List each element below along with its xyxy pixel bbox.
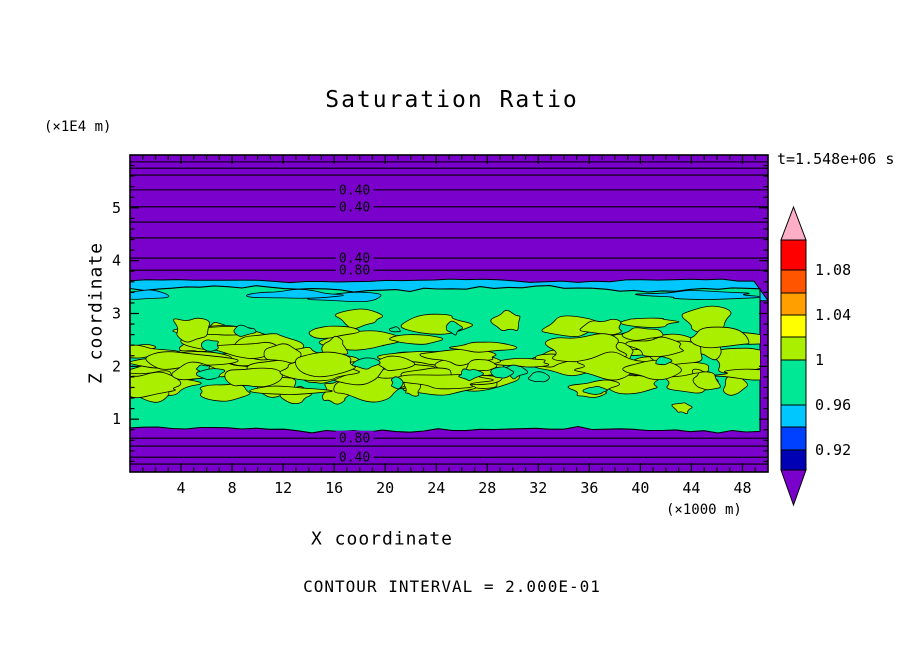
- timestamp-label: t=1.548e+06 s: [777, 150, 895, 168]
- contour-hole: [388, 326, 401, 333]
- contour-blob: [621, 327, 664, 341]
- x-tick-label: 28: [478, 479, 496, 497]
- cyan-streak: [634, 290, 760, 300]
- contour-label: 0.80: [339, 264, 370, 279]
- x-tick-label: 20: [376, 479, 394, 497]
- x-tick-label: 40: [631, 479, 649, 497]
- colorbar-segment-pink: [780, 205, 807, 241]
- colorbar-segment-blue: [780, 426, 807, 451]
- y-tick-label: 4: [112, 252, 121, 270]
- colorbar-segment-spring-green: [780, 359, 807, 406]
- contour-label-box: [335, 449, 374, 465]
- contour-blob: [465, 359, 498, 372]
- contour-hole: [527, 371, 550, 383]
- colorbar-label: 0.92: [815, 441, 851, 459]
- x-tick-label: 32: [529, 479, 547, 497]
- contour-blob: [692, 371, 721, 391]
- x-tick-label: 8: [228, 479, 237, 497]
- y-tick-label: 2: [112, 357, 121, 375]
- contour-blob: [490, 309, 521, 331]
- contour-blob: [224, 367, 283, 388]
- contour-blob: [295, 351, 356, 378]
- contour-hole: [458, 368, 484, 381]
- contour-blob: [625, 336, 684, 358]
- contour-label: 0.40: [339, 200, 370, 215]
- contour-label-box: [335, 430, 374, 446]
- contour-hole: [582, 385, 608, 395]
- contour-blob: [389, 334, 444, 345]
- x-axis-label: X coordinate: [310, 528, 454, 550]
- contour-interval-note: CONTOUR INTERVAL = 2.000E-01: [303, 577, 601, 596]
- chart-title: Saturation Ratio: [325, 87, 579, 113]
- contour-label-box: [335, 262, 374, 278]
- contour-blob: [620, 317, 680, 328]
- contour-hole: [233, 324, 257, 337]
- contour-blob: [130, 371, 182, 399]
- contour-label-box: [335, 199, 374, 215]
- contour-label: 0.40: [339, 183, 370, 198]
- contour-hole: [391, 376, 404, 390]
- contour-blob: [689, 326, 750, 349]
- turbulence-blobs: [130, 288, 760, 415]
- colorbar-label: 1: [815, 351, 824, 369]
- contour-blob: [671, 402, 693, 415]
- colorbar-segment-green-yellow: [780, 336, 807, 361]
- contour-blob: [449, 341, 518, 353]
- contour-hole: [200, 339, 219, 352]
- x-tick-label: 16: [325, 479, 343, 497]
- contour-blob: [494, 357, 550, 368]
- colorbar-label: 1.08: [815, 261, 851, 279]
- contour-blob: [308, 325, 360, 339]
- contour-label: 0.40: [339, 451, 370, 466]
- colorbar-segment-cyan: [780, 404, 807, 428]
- y-axis-unit: (×1E4 m): [44, 119, 112, 135]
- contour-hole: [445, 320, 463, 336]
- contour-hole: [655, 356, 673, 366]
- colorbar-segment-dark-blue: [780, 449, 807, 471]
- cyan-streak: [246, 288, 344, 299]
- contour-label-box: [335, 250, 374, 266]
- colorbar-segment-yellow: [780, 314, 807, 338]
- contour-blob: [722, 373, 748, 396]
- colorbar-segment-orange: [780, 292, 807, 316]
- x-tick-label: 36: [580, 479, 598, 497]
- contour-label-box: [335, 182, 374, 198]
- contour-blob: [712, 368, 760, 381]
- contour-blob: [249, 385, 333, 395]
- contour-hole: [490, 366, 515, 379]
- colorbar-label: 1.04: [815, 306, 851, 324]
- contour-blob: [263, 343, 302, 364]
- y-tick-label: 1: [112, 410, 121, 428]
- x-tick-label: 24: [427, 479, 445, 497]
- y-axis-label: Z coordinate: [85, 241, 107, 385]
- colorbar-segment-purple: [780, 469, 807, 507]
- x-tick-label: 4: [177, 479, 186, 497]
- contour-blob: [334, 308, 383, 330]
- colorbar-segment-orange-red: [780, 269, 807, 294]
- x-tick-label: 12: [274, 479, 292, 497]
- contour-hole: [195, 368, 226, 380]
- contour-label: 0.80: [339, 432, 370, 447]
- x-tick-label: 44: [682, 479, 700, 497]
- colorbar-segment-red: [780, 239, 807, 271]
- y-tick-label: 5: [112, 199, 121, 217]
- contour-blob: [574, 351, 654, 381]
- contour-blob: [130, 344, 179, 359]
- contour-hole: [351, 357, 381, 370]
- plot-border: [129, 154, 769, 473]
- x-axis-unit: (×1000 m): [666, 502, 742, 518]
- y-tick-label: 3: [112, 305, 121, 323]
- contour-blob: [173, 317, 210, 343]
- x-tick-label: 48: [733, 479, 751, 497]
- colorbar-label: 0.96: [815, 396, 851, 414]
